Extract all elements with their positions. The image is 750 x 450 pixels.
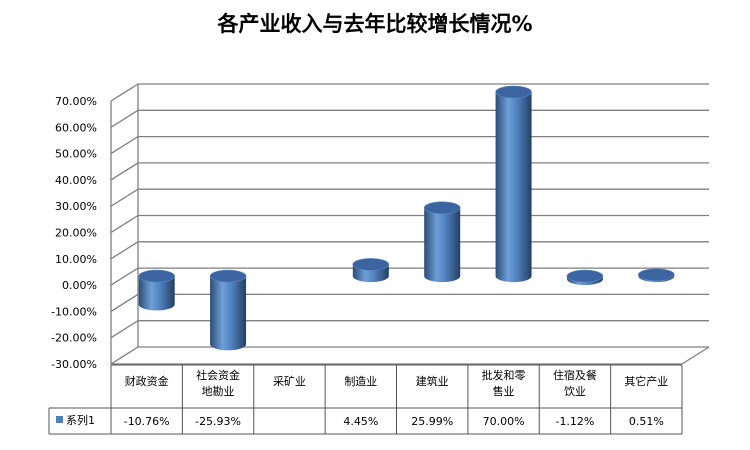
wall-diagonal [110,267,139,286]
wall-diagonal [110,320,139,339]
legend-series-name: 系列1 [66,413,95,427]
y-tick-label: 10.00% [55,253,97,266]
x-category-label: 社会资金 [196,368,240,382]
data-value-label: -1.12% [555,415,594,428]
bar-cap [138,269,175,283]
x-category-label: 制造业 [344,374,377,388]
wall-diagonal [110,214,139,234]
x-category-label: 饮业 [564,385,586,398]
data-value-label: 0.51% [629,415,664,428]
data-value-label: 4.45% [343,415,378,428]
x-category-label: 地勘业 [202,385,235,398]
x-category-label: 采矿业 [273,375,306,388]
y-tick-label: 30.00% [55,200,97,213]
bar-cap [495,85,532,99]
bar-body [138,276,175,311]
x-category-label: 财政资金 [125,374,169,388]
bar-cap [209,269,247,283]
bar-body [495,92,532,283]
legend-key [56,416,63,423]
bar-cap [423,201,461,215]
y-tick-label: -20.00% [51,332,97,345]
bar-cap [352,258,390,271]
x-category-label: 售业 [493,384,515,398]
x-category-label: 其它产业 [624,374,668,388]
y-tick-label: 20.00% [55,227,97,240]
floor-right-edge [681,346,710,365]
bar-cap [566,269,604,283]
wall-diagonal [110,83,139,102]
y-tick-label: 60.00% [55,121,97,134]
wall-diagonal [110,346,139,365]
data-value-label: 25.99% [411,415,453,428]
bar [352,258,390,283]
data-value-label: 70.00% [483,415,525,428]
y-tick-label: -30.00% [51,358,97,371]
x-category-label: 住宿及餐 [553,368,597,382]
bar-cap [638,268,675,282]
wall-diagonal [110,241,139,260]
bar-body [424,207,461,283]
bar [638,268,675,283]
x-category-label: 批发和零 [482,368,526,382]
bar [495,85,532,283]
y-tick-label: 0.00% [62,279,97,292]
y-tick-label: 50.00% [55,148,97,161]
x-category-label: 建筑业 [416,374,449,388]
wall-diagonal [110,188,139,207]
y-tick-label: -10.00% [51,305,97,318]
wall-diagonal [110,162,139,181]
grid-layer: -30.00% -20.00% -10.00% 0.00% 10.00% 20.00% 30… [51,83,710,371]
data-value-label: -25.93% [195,415,241,428]
bar [209,269,247,351]
wall-diagonal [110,109,139,128]
bar [138,269,175,311]
bar-body [210,276,247,351]
bar-layer [138,85,675,351]
data-value-label: -10.76% [124,415,170,428]
bar [566,269,604,286]
chart-title: 各产业收入与去年比较增长情况% [217,12,533,36]
bar [423,201,461,283]
y-tick-label: 70.00% [55,95,97,108]
wall-diagonal [110,136,139,155]
y-tick-label: 40.00% [55,174,97,187]
wall-diagonal [110,293,139,312]
